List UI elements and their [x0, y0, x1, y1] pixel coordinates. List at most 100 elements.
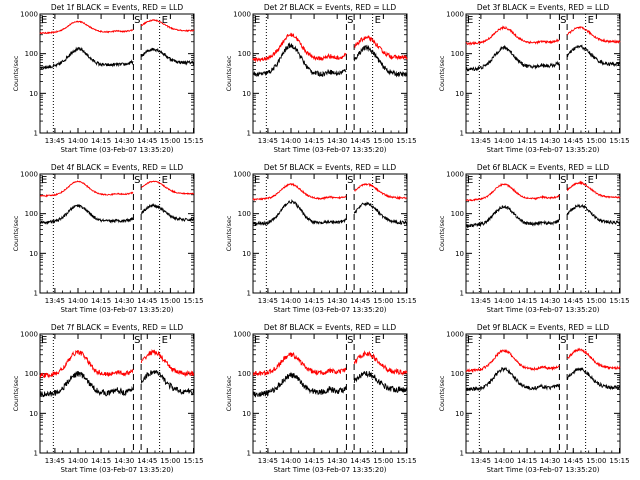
plot-frame	[252, 333, 408, 454]
x-tick-label: 13:45	[471, 457, 491, 465]
y-tick-label: 100	[25, 370, 38, 378]
x-tick-label: 14:30	[114, 137, 134, 145]
x-tick-label: 14:30	[114, 297, 134, 305]
plot-frame	[465, 173, 621, 294]
y-axis-label: Counts/sec	[12, 215, 20, 251]
x-tick-label: 15:15	[396, 297, 416, 305]
y-tick-label: 100	[238, 210, 251, 218]
y-tick-label: 1000	[446, 11, 464, 19]
x-tick-label: 15:00	[160, 137, 180, 145]
lld-series-line	[465, 347, 621, 374]
x-tick-label: 14:45	[563, 297, 583, 305]
x-tick-label: 14:45	[137, 457, 157, 465]
y-tick-label: 100	[451, 50, 464, 58]
panel-title: Det 6f BLACK = Events, RED = LLD	[477, 163, 610, 172]
y-tick-label: 1000	[20, 171, 38, 179]
saa-marker: S	[134, 175, 140, 186]
x-axis-label: Start Time (03-Feb-07 13:35:20)	[486, 466, 599, 474]
x-tick-label: 14:30	[327, 297, 347, 305]
eclipse-end-marker: E	[162, 335, 168, 346]
y-tick-label: 10	[455, 90, 464, 98]
chart-panel: Det 7f BLACK = Events, RED = LLD 1 10 100 10…	[12, 323, 204, 474]
x-tick-label: 15:15	[609, 297, 629, 305]
y-tick-label: 1000	[233, 171, 251, 179]
y-tick-label: 1000	[20, 11, 38, 19]
x-axis-label: Start Time (03-Feb-07 13:35:20)	[273, 466, 386, 474]
x-axis-label: Start Time (03-Feb-07 13:35:20)	[273, 306, 386, 314]
saa-marker: S	[347, 175, 353, 186]
y-tick-label: 1000	[233, 331, 251, 339]
x-tick-label: 14:00	[281, 297, 301, 305]
x-tick-label: 15:15	[396, 457, 416, 465]
y-axis-label: Counts/sec	[438, 215, 446, 251]
lld-series-line	[465, 180, 621, 202]
x-tick-label: 15:15	[183, 297, 203, 305]
panel-title: Det 2f BLACK = Events, RED = LLD	[264, 3, 397, 12]
x-tick-label: 15:15	[609, 137, 629, 145]
lld-series-line	[39, 348, 195, 379]
y-tick-label: 1000	[233, 11, 251, 19]
x-tick-label: 13:45	[45, 297, 65, 305]
panel-title: Det 7f BLACK = Events, RED = LLD	[51, 323, 184, 332]
eclipse-start-marker: E	[41, 335, 47, 346]
lld-series-line	[252, 32, 408, 63]
chart-panel: Det 5f BLACK = Events, RED = LLD 1 10 100 10…	[225, 163, 417, 314]
eclipse-start-marker: E	[254, 15, 260, 26]
y-tick-label: 100	[25, 50, 38, 58]
y-tick-label: 1000	[446, 331, 464, 339]
x-tick-label: 14:45	[563, 137, 583, 145]
saa-marker: S	[134, 335, 140, 346]
x-tick-label: 14:15	[304, 137, 324, 145]
chart-panel: Det 3f BLACK = Events, RED = LLD 1 10 100 10…	[438, 3, 630, 154]
events-series-line	[39, 369, 195, 398]
eclipse-end-marker: E	[375, 15, 381, 26]
lld-series-line	[465, 25, 621, 46]
x-tick-label: 14:15	[517, 297, 537, 305]
y-tick-label: 1	[460, 130, 464, 138]
saa-marker: S	[560, 15, 566, 26]
eclipse-end-marker: E	[162, 175, 168, 186]
chart-panel: Det 1f BLACK = Events, RED = LLD 1 10 100 10…	[12, 3, 204, 154]
y-tick-label: 1	[460, 450, 464, 458]
eclipse-end-marker: E	[588, 15, 594, 26]
x-tick-label: 15:00	[373, 297, 393, 305]
chart-panel: Det 9f BLACK = Events, RED = LLD 1 10 100 10…	[438, 323, 630, 474]
events-series-line	[465, 366, 621, 392]
x-tick-label: 14:15	[304, 297, 324, 305]
y-tick-label: 1	[34, 290, 38, 298]
x-axis-label: Start Time (03-Feb-07 13:35:20)	[60, 466, 173, 474]
x-tick-label: 13:45	[45, 457, 65, 465]
panel-title: Det 5f BLACK = Events, RED = LLD	[264, 163, 397, 172]
x-tick-label: 14:30	[540, 457, 560, 465]
eclipse-start-marker: E	[467, 15, 473, 26]
panel-title: Det 9f BLACK = Events, RED = LLD	[477, 323, 610, 332]
eclipse-start-marker: E	[41, 175, 47, 186]
x-tick-label: 14:15	[517, 137, 537, 145]
y-tick-label: 10	[242, 410, 251, 418]
plot-frame	[39, 333, 195, 454]
chart-panel: Det 4f BLACK = Events, RED = LLD 1 10 100 10…	[12, 163, 204, 314]
y-tick-label: 100	[238, 50, 251, 58]
x-tick-label: 14:00	[281, 137, 301, 145]
lld-series-line	[39, 18, 195, 35]
y-tick-label: 1	[247, 290, 251, 298]
x-tick-label: 14:00	[68, 137, 88, 145]
x-tick-label: 15:00	[586, 457, 606, 465]
x-tick-label: 13:45	[258, 297, 278, 305]
x-tick-label: 13:45	[258, 137, 278, 145]
x-tick-label: 13:45	[471, 137, 491, 145]
panel-title: Det 3f BLACK = Events, RED = LLD	[477, 3, 610, 12]
x-tick-label: 14:15	[91, 457, 111, 465]
x-axis-label: Start Time (03-Feb-07 13:35:20)	[273, 146, 386, 154]
y-tick-label: 10	[29, 410, 38, 418]
y-tick-label: 1	[247, 130, 251, 138]
x-tick-label: 15:15	[183, 137, 203, 145]
x-axis-label: Start Time (03-Feb-07 13:35:20)	[60, 306, 173, 314]
events-series-line	[465, 44, 621, 72]
x-tick-label: 14:45	[350, 297, 370, 305]
events-series-line	[252, 198, 408, 227]
plot-frame	[465, 13, 621, 134]
x-tick-label: 15:15	[183, 457, 203, 465]
y-tick-label: 1	[247, 450, 251, 458]
